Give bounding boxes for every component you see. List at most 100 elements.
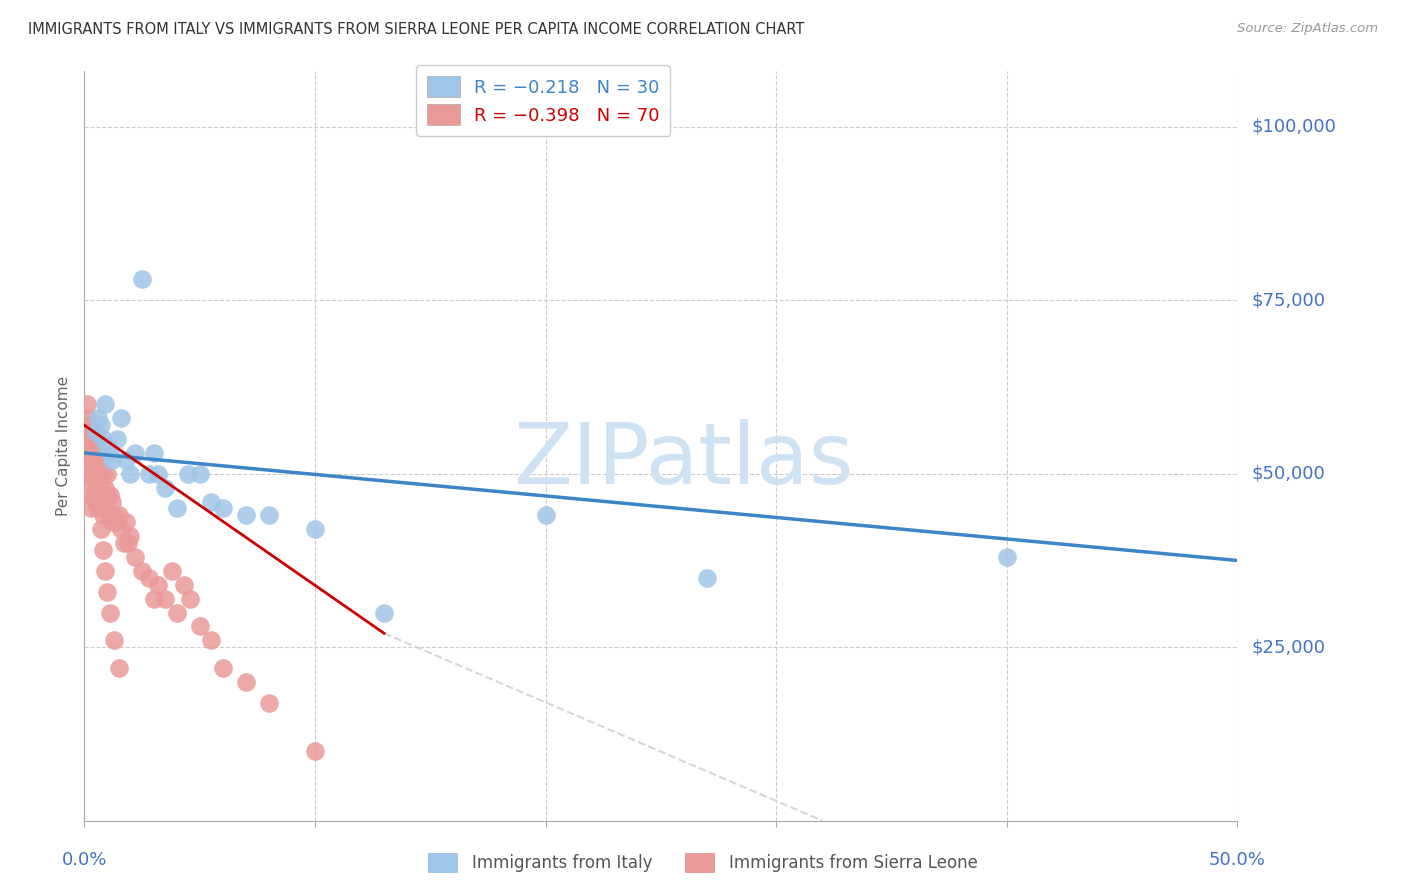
Point bbox=[84, 474, 107, 488]
Point bbox=[83, 459, 105, 474]
Legend: Immigrants from Italy, Immigrants from Sierra Leone: Immigrants from Italy, Immigrants from S… bbox=[422, 847, 984, 880]
Point bbox=[304, 744, 326, 758]
Text: $25,000: $25,000 bbox=[1251, 638, 1326, 657]
Point bbox=[103, 633, 125, 648]
Point bbox=[83, 487, 105, 501]
Point bbox=[96, 584, 118, 599]
Point bbox=[89, 494, 111, 508]
Point bbox=[115, 453, 138, 467]
Point bbox=[120, 529, 142, 543]
Point bbox=[84, 425, 107, 439]
Point bbox=[91, 432, 114, 446]
Point bbox=[77, 425, 100, 439]
Point bbox=[120, 467, 142, 481]
Point bbox=[80, 474, 103, 488]
Point bbox=[80, 439, 103, 453]
Point bbox=[108, 508, 131, 523]
Point bbox=[142, 591, 165, 606]
Point bbox=[103, 508, 125, 523]
Point bbox=[89, 453, 111, 467]
Point bbox=[146, 467, 169, 481]
Point bbox=[138, 467, 160, 481]
Point bbox=[84, 432, 107, 446]
Point bbox=[84, 481, 107, 495]
Point bbox=[98, 487, 121, 501]
Point bbox=[188, 467, 211, 481]
Point bbox=[91, 487, 114, 501]
Point bbox=[105, 432, 128, 446]
Point bbox=[160, 564, 183, 578]
Point bbox=[89, 474, 111, 488]
Y-axis label: Per Capita Income: Per Capita Income bbox=[56, 376, 72, 516]
Point bbox=[138, 571, 160, 585]
Point bbox=[77, 446, 100, 460]
Point bbox=[211, 661, 233, 675]
Point bbox=[76, 411, 98, 425]
Point bbox=[179, 591, 201, 606]
Point bbox=[995, 549, 1018, 564]
Point bbox=[117, 536, 139, 550]
Point bbox=[94, 481, 117, 495]
Point bbox=[131, 564, 153, 578]
Point bbox=[91, 508, 114, 523]
Legend: R = −0.218   N = 30, R = −0.398   N = 70: R = −0.218 N = 30, R = −0.398 N = 70 bbox=[416, 65, 671, 136]
Point bbox=[87, 446, 110, 460]
Point bbox=[84, 453, 107, 467]
Point bbox=[112, 536, 135, 550]
Point bbox=[87, 487, 110, 501]
Point bbox=[115, 516, 138, 530]
Point bbox=[200, 494, 222, 508]
Text: ZIPatlas: ZIPatlas bbox=[513, 419, 855, 502]
Point bbox=[142, 446, 165, 460]
Point bbox=[89, 522, 111, 536]
Point bbox=[110, 522, 132, 536]
Point bbox=[188, 619, 211, 633]
Text: 50.0%: 50.0% bbox=[1209, 851, 1265, 869]
Point bbox=[91, 467, 114, 481]
Point bbox=[94, 397, 117, 411]
Point bbox=[101, 494, 124, 508]
Point bbox=[76, 397, 98, 411]
Point bbox=[96, 487, 118, 501]
Point bbox=[80, 487, 103, 501]
Point bbox=[146, 578, 169, 592]
Point bbox=[98, 508, 121, 523]
Point bbox=[124, 446, 146, 460]
Point bbox=[83, 467, 105, 481]
Point bbox=[96, 467, 118, 481]
Point bbox=[94, 564, 117, 578]
Point bbox=[200, 633, 222, 648]
Point bbox=[89, 418, 111, 433]
Point bbox=[101, 453, 124, 467]
Point bbox=[304, 522, 326, 536]
Point bbox=[173, 578, 195, 592]
Point bbox=[177, 467, 200, 481]
Text: $100,000: $100,000 bbox=[1251, 118, 1336, 136]
Point bbox=[101, 516, 124, 530]
Point bbox=[211, 501, 233, 516]
Point bbox=[235, 508, 257, 523]
Point bbox=[76, 432, 98, 446]
Point bbox=[373, 606, 395, 620]
Point bbox=[98, 446, 121, 460]
Point bbox=[131, 272, 153, 286]
Point bbox=[80, 453, 103, 467]
Point bbox=[153, 591, 176, 606]
Point bbox=[235, 674, 257, 689]
Point bbox=[166, 606, 188, 620]
Text: Source: ZipAtlas.com: Source: ZipAtlas.com bbox=[1237, 22, 1378, 36]
Text: IMMIGRANTS FROM ITALY VS IMMIGRANTS FROM SIERRA LEONE PER CAPITA INCOME CORRELAT: IMMIGRANTS FROM ITALY VS IMMIGRANTS FROM… bbox=[28, 22, 804, 37]
Point bbox=[80, 501, 103, 516]
Point bbox=[87, 411, 110, 425]
Point bbox=[83, 446, 105, 460]
Point bbox=[77, 467, 100, 481]
Point bbox=[124, 549, 146, 564]
Text: $50,000: $50,000 bbox=[1251, 465, 1324, 483]
Point bbox=[87, 467, 110, 481]
Point bbox=[257, 696, 280, 710]
Point bbox=[108, 661, 131, 675]
Point bbox=[166, 501, 188, 516]
Point bbox=[84, 494, 107, 508]
Point bbox=[110, 411, 132, 425]
Point bbox=[87, 501, 110, 516]
